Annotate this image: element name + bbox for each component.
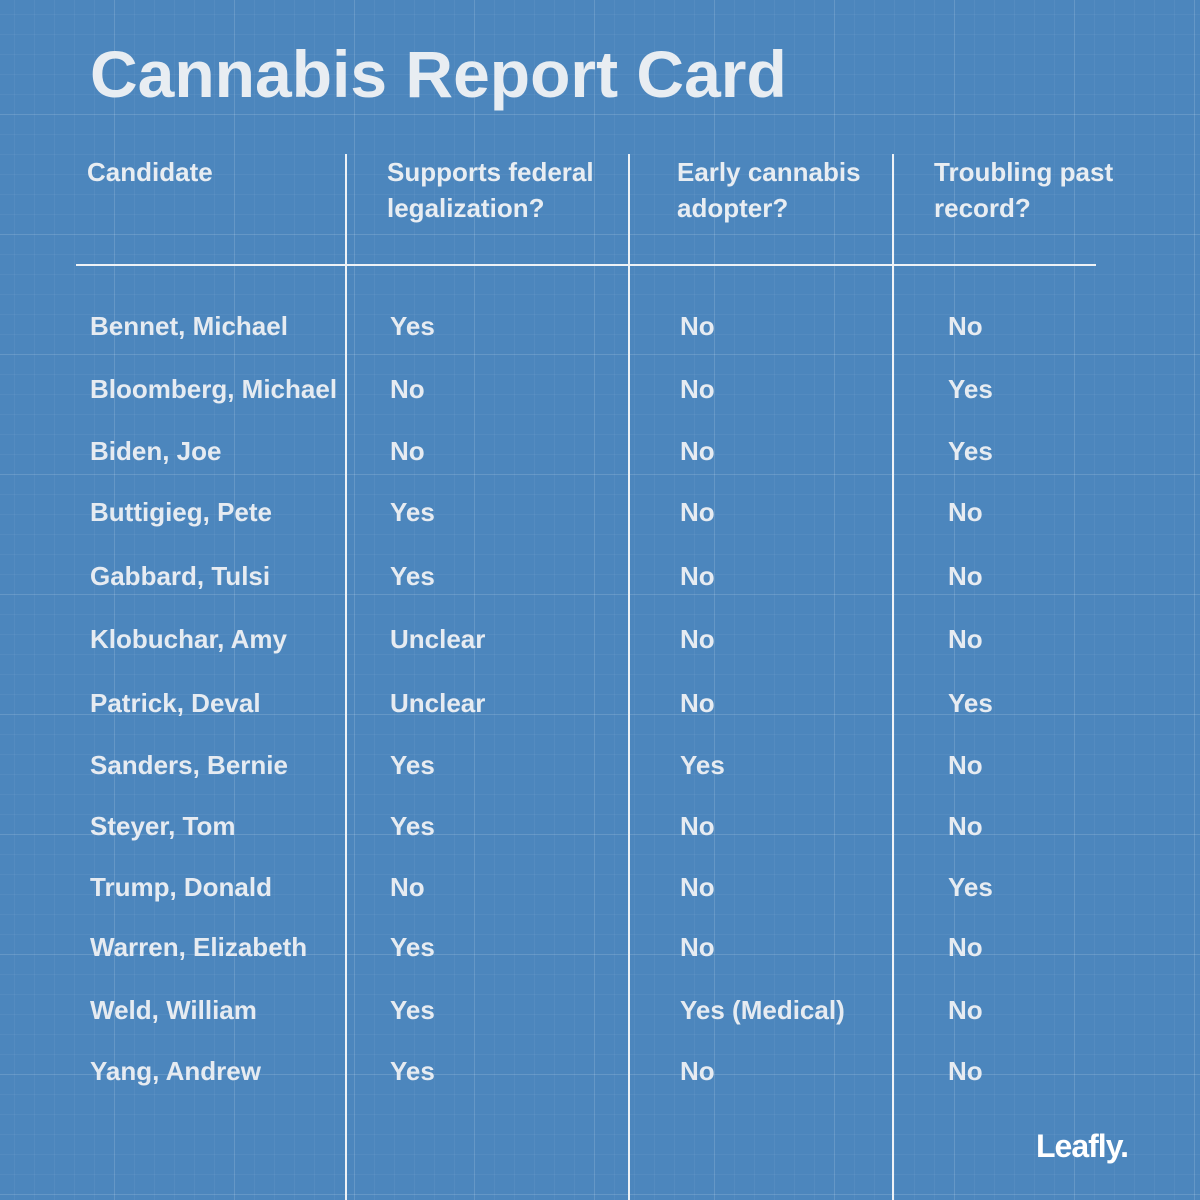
candidate-name: Sanders, Bernie <box>90 750 288 780</box>
troubling-record-value: Yes <box>948 436 993 466</box>
header-troubling-past-record: Troubling past record? <box>934 157 1114 223</box>
candidate-name: Trump, Donald <box>90 872 272 902</box>
header-candidate: Candidate <box>87 157 213 187</box>
early-adopter-value: No <box>680 872 715 902</box>
troubling-record-value: No <box>948 995 983 1025</box>
candidate-name: Biden, Joe <box>90 436 222 466</box>
troubling-record-value: No <box>948 497 983 527</box>
supports-federal-legalization-value: Yes <box>390 497 435 527</box>
troubling-record-value: No <box>948 811 983 841</box>
supports-federal-legalization-value: Yes <box>390 995 435 1025</box>
supports-federal-legalization-value: No <box>390 374 425 404</box>
column-divider-2 <box>628 154 630 1200</box>
supports-federal-legalization-value: No <box>390 872 425 902</box>
early-adopter-value: No <box>680 688 715 718</box>
early-adopter-value: No <box>680 1056 715 1086</box>
candidate-name: Bennet, Michael <box>90 311 288 341</box>
column-divider-1 <box>345 154 347 1200</box>
candidate-name: Weld, William <box>90 995 257 1025</box>
early-adopter-value: No <box>680 311 715 341</box>
early-adopter-value: No <box>680 374 715 404</box>
header-early-cannabis-adopter: Early cannabis adopter? <box>677 157 861 223</box>
supports-federal-legalization-value: Yes <box>390 932 435 962</box>
troubling-record-value: Yes <box>948 374 993 404</box>
candidate-name: Steyer, Tom <box>90 811 236 841</box>
candidate-name: Patrick, Deval <box>90 688 261 718</box>
leafly-logo: Leafly. <box>1036 1128 1129 1164</box>
header-divider <box>76 264 1096 266</box>
early-adopter-value: No <box>680 497 715 527</box>
troubling-record-value: No <box>948 750 983 780</box>
early-adopter-value: Yes (Medical) <box>680 995 845 1025</box>
troubling-record-value: Yes <box>948 872 993 902</box>
early-adopter-value: No <box>680 932 715 962</box>
early-adopter-value: Yes <box>680 750 725 780</box>
candidate-name: Yang, Andrew <box>90 1056 261 1086</box>
supports-federal-legalization-value: Yes <box>390 811 435 841</box>
supports-federal-legalization-value: Yes <box>390 561 435 591</box>
supports-federal-legalization-value: Yes <box>390 311 435 341</box>
supports-federal-legalization-value: No <box>390 436 425 466</box>
header-supports-federal-legalization: Supports federal legalization? <box>387 157 594 223</box>
early-adopter-value: No <box>680 436 715 466</box>
early-adopter-value: No <box>680 561 715 591</box>
supports-federal-legalization-value: Unclear <box>390 688 486 718</box>
candidate-name: Gabbard, Tulsi <box>90 561 271 591</box>
troubling-record-value: No <box>948 1056 983 1086</box>
troubling-record-value: Yes <box>948 688 993 718</box>
troubling-record-value: No <box>948 624 983 654</box>
candidate-name: Buttigieg, Pete <box>90 497 273 527</box>
troubling-record-value: No <box>948 311 983 341</box>
early-adopter-value: No <box>680 811 715 841</box>
early-adopter-value: No <box>680 624 715 654</box>
candidate-name: Warren, Elizabeth <box>90 932 308 962</box>
troubling-record-value: No <box>948 561 983 591</box>
candidate-name: Bloomberg, Michael <box>90 374 338 404</box>
page-title: Cannabis Report Card <box>90 37 787 111</box>
column-divider-3 <box>892 154 894 1200</box>
supports-federal-legalization-value: Yes <box>390 1056 435 1086</box>
supports-federal-legalization-value: Unclear <box>390 624 486 654</box>
troubling-record-value: No <box>948 932 983 962</box>
candidate-name: Klobuchar, Amy <box>90 624 287 654</box>
supports-federal-legalization-value: Yes <box>390 750 435 780</box>
